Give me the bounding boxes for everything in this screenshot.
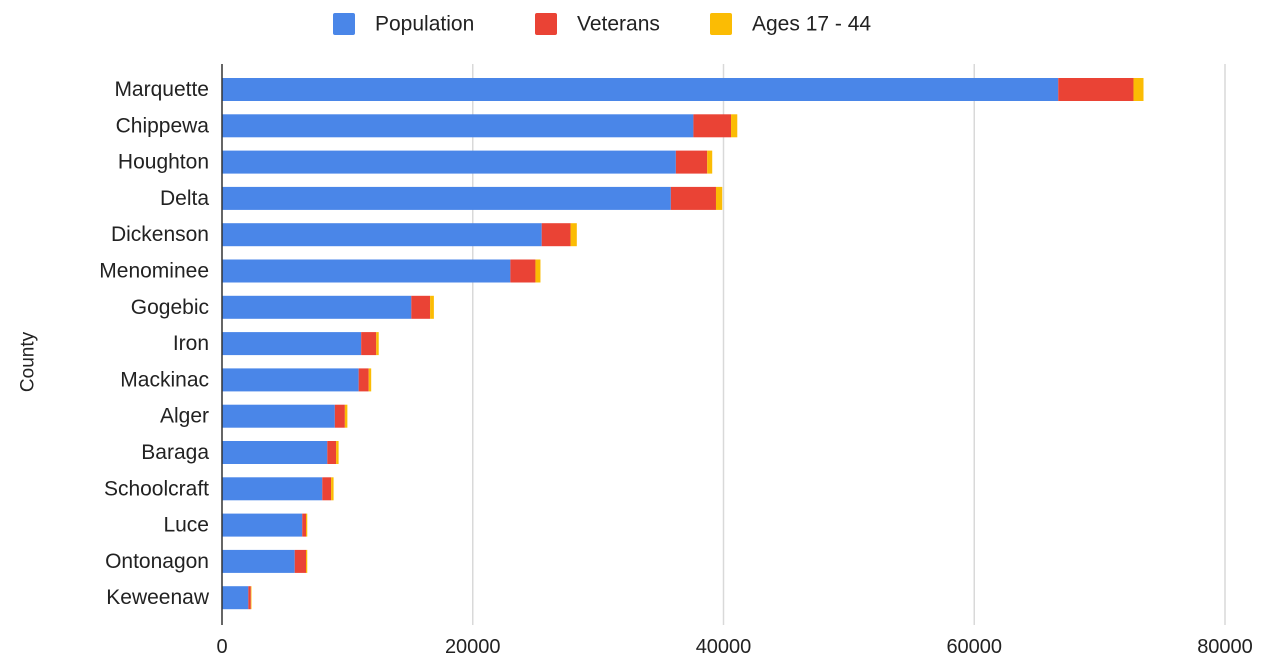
category-label-houghton: Houghton (118, 151, 209, 174)
bar-baraga-population (222, 441, 328, 464)
bars (222, 78, 1144, 610)
bar-menominee-population (222, 259, 511, 283)
bar-schoolcraft-ages-17-44 (331, 477, 334, 501)
bar-dickenson-veterans (541, 223, 571, 247)
bar-houghton-ages-17-44 (707, 150, 713, 174)
category-label-gogebic: Gogebic (131, 296, 209, 319)
legend-label-population: Population (375, 13, 474, 36)
bar-iron-ages-17-44 (376, 332, 379, 356)
category-label-baraga: Baraga (141, 441, 209, 464)
x-tick-label-40000: 40000 (696, 636, 752, 658)
bar-baraga-ages-17-44 (336, 441, 339, 464)
legend-label-veterans: Veterans (577, 13, 660, 36)
bar-houghton-population (222, 150, 676, 174)
bar-chippewa-ages-17-44 (731, 114, 738, 138)
y-axis-title: County (18, 331, 39, 392)
category-label-menominee: Menominee (99, 260, 209, 283)
bar-luce-veterans (302, 513, 307, 537)
legend-swatch-ages-17-44 (710, 13, 732, 35)
bar-mackinac-veterans (358, 368, 369, 392)
legend: Population Veterans Ages 17 - 44 (333, 13, 871, 36)
bar-alger-ages-17-44 (344, 404, 348, 428)
x-tick-label-0: 0 (216, 636, 227, 658)
bar-baraga-veterans (327, 441, 337, 464)
bar-ontonagon-veterans (294, 549, 307, 573)
bar-alger-veterans (334, 404, 345, 428)
bar-schoolcraft-veterans (322, 477, 332, 501)
bar-luce-population (222, 513, 303, 537)
bar-delta-population (222, 186, 671, 210)
bar-menominee-veterans (510, 259, 536, 283)
bar-mackinac-population (222, 368, 359, 392)
bar-gogebic-population (222, 295, 412, 319)
category-label-marquette: Marquette (114, 78, 209, 101)
gridlines (472, 64, 1226, 625)
x-tick-label-80000: 80000 (1197, 636, 1253, 658)
bar-ontonagon-ages-17-44 (306, 549, 308, 573)
x-tick-label-20000: 20000 (445, 636, 501, 658)
category-label-delta: Delta (160, 187, 209, 210)
bar-delta-veterans (670, 186, 716, 210)
bar-marquette-population (222, 78, 1059, 101)
x-tick-labels: 0 20000 40000 60000 80000 (216, 636, 1252, 658)
bar-gogebic-ages-17-44 (430, 295, 434, 319)
category-label-chippewa: Chippewa (116, 114, 210, 137)
category-label-mackinac: Mackinac (120, 368, 209, 391)
bar-dickenson-population (222, 223, 542, 247)
bar-ontonagon-population (222, 549, 295, 573)
bar-dickenson-ages-17-44 (570, 223, 577, 247)
legend-swatch-population (333, 13, 355, 35)
category-label-dickenson: Dickenson (111, 223, 209, 246)
bar-keweenaw-veterans (248, 586, 251, 610)
bar-chippewa-veterans (693, 114, 732, 138)
category-label-luce: Luce (163, 514, 209, 537)
bar-mackinac-ages-17-44 (368, 368, 372, 392)
bar-marquette-ages-17-44 (1133, 78, 1144, 101)
bar-keweenaw-population (222, 586, 249, 610)
legend-swatch-veterans (535, 13, 557, 35)
bar-gogebic-veterans (411, 295, 431, 319)
x-tick-label-60000: 60000 (946, 636, 1002, 658)
bar-iron-veterans (361, 332, 377, 356)
bar-alger-population (222, 404, 335, 428)
category-label-schoolcraft: Schoolcraft (104, 477, 209, 500)
legend-label-ages-17-44: Ages 17 - 44 (752, 13, 871, 36)
bar-marquette-veterans (1058, 78, 1134, 101)
bar-chippewa-population (222, 114, 694, 138)
bar-iron-population (222, 332, 362, 356)
bar-keweenaw-ages-17-44 (250, 586, 252, 610)
category-label-alger: Alger (160, 405, 209, 428)
category-label-iron: Iron (173, 332, 209, 355)
bar-houghton-veterans (675, 150, 708, 174)
bar-luce-ages-17-44 (306, 513, 308, 537)
category-labels: Marquette Chippewa Houghton Delta Dickenson M… (99, 78, 210, 609)
category-label-keweenaw: Keweenaw (106, 586, 210, 609)
category-label-ontonagon: Ontonagon (105, 550, 209, 573)
bar-menominee-ages-17-44 (535, 259, 541, 283)
bar-schoolcraft-population (222, 477, 323, 501)
bar-delta-ages-17-44 (715, 186, 723, 210)
